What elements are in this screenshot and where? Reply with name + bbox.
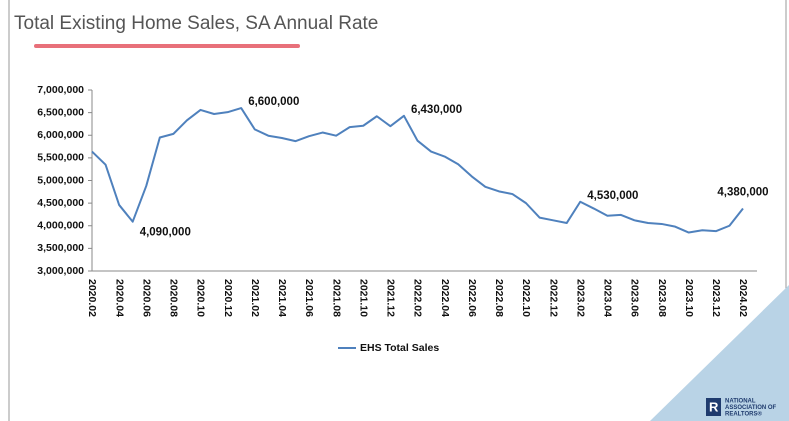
chart-title: Total Existing Home Sales, SA Annual Rat… — [14, 13, 378, 34]
x-tick-label: 2022.02 — [412, 279, 424, 317]
data-label: 4,090,000 — [140, 227, 191, 239]
x-tick-label: 2020.08 — [168, 279, 180, 317]
y-tick-label: 3,500,000 — [37, 242, 84, 254]
y-tick-label: 4,000,000 — [37, 220, 84, 232]
x-tick-label: 2022.12 — [547, 279, 559, 317]
logo-text: REALTORS® — [725, 411, 762, 418]
x-tick-label: 2021.04 — [276, 279, 288, 317]
y-tick-label: 3,000,000 — [37, 265, 84, 277]
logo-icon — [706, 398, 721, 416]
x-tick-label: 2022.06 — [466, 279, 478, 317]
x-tick-label: 2023.12 — [710, 279, 722, 317]
data-label: 6,430,000 — [411, 104, 462, 116]
y-tick-label: 5,000,000 — [37, 174, 84, 186]
x-tick-label: 2023.04 — [602, 279, 614, 317]
y-tick-label: 5,500,000 — [37, 152, 84, 164]
data-label: 6,600,000 — [248, 96, 299, 108]
y-tick-label: 6,500,000 — [37, 106, 84, 118]
y-tick-label: 6,000,000 — [37, 129, 84, 141]
series-line — [91, 107, 744, 234]
x-tick-label: 2022.10 — [520, 279, 532, 317]
legend-label: EHS Total Sales — [360, 342, 439, 354]
x-tick-label: 2023.08 — [656, 279, 668, 317]
x-tick-label: 2021.06 — [303, 279, 315, 317]
x-tick-label: 2021.02 — [249, 279, 261, 317]
x-tick-label: 2023.02 — [574, 279, 586, 317]
x-tick-label: 2020.04 — [113, 279, 125, 317]
x-tick-label: 2021.12 — [385, 279, 397, 317]
x-tick-label: 2023.10 — [683, 279, 695, 317]
logo-text: ASSOCIATION OF — [725, 405, 777, 411]
corner-decoration — [650, 285, 789, 421]
x-tick-label: 2021.10 — [357, 279, 369, 317]
y-tick-label: 7,000,000 — [37, 84, 84, 96]
x-tick-label: 2022.04 — [439, 279, 451, 317]
logo-letter: R — [709, 399, 719, 414]
data-label: 4,380,000 — [717, 187, 768, 199]
data-label: 4,530,000 — [587, 190, 638, 202]
x-tick-label: 2023.06 — [629, 279, 641, 317]
x-tick-label: 2021.08 — [330, 279, 342, 317]
logo-text: NATIONAL — [725, 399, 756, 405]
y-tick-label: 4,500,000 — [37, 197, 84, 209]
x-tick-label: 2020.12 — [222, 279, 234, 317]
x-tick-label: 2024.02 — [737, 279, 749, 317]
x-tick-label: 2020.10 — [195, 279, 207, 317]
x-tick-label: 2020.02 — [86, 279, 98, 317]
x-tick-label: 2020.06 — [140, 279, 152, 317]
x-tick-label: 2022.08 — [493, 279, 505, 317]
